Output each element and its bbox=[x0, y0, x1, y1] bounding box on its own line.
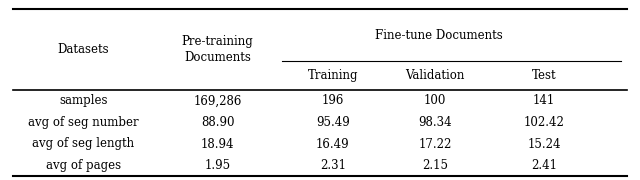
Text: avg of seg number: avg of seg number bbox=[28, 116, 138, 129]
Text: 102.42: 102.42 bbox=[524, 116, 564, 129]
Text: 18.94: 18.94 bbox=[201, 138, 234, 150]
Text: avg of seg length: avg of seg length bbox=[32, 138, 134, 150]
Text: 98.34: 98.34 bbox=[419, 116, 452, 129]
Text: Validation: Validation bbox=[406, 69, 465, 82]
Text: Pre-training
Documents: Pre-training Documents bbox=[182, 35, 253, 64]
Text: 141: 141 bbox=[533, 94, 555, 107]
Text: 169,286: 169,286 bbox=[193, 94, 242, 107]
Text: avg of pages: avg of pages bbox=[45, 159, 121, 172]
Text: Datasets: Datasets bbox=[58, 43, 109, 56]
Text: 2.15: 2.15 bbox=[422, 159, 448, 172]
Text: Test: Test bbox=[532, 69, 556, 82]
Text: 2.31: 2.31 bbox=[320, 159, 346, 172]
Text: Training: Training bbox=[308, 69, 358, 82]
Text: 2.41: 2.41 bbox=[531, 159, 557, 172]
Text: 100: 100 bbox=[424, 94, 446, 107]
Text: 16.49: 16.49 bbox=[316, 138, 349, 150]
Text: 1.95: 1.95 bbox=[205, 159, 230, 172]
Text: 95.49: 95.49 bbox=[316, 116, 349, 129]
Text: Fine-tune Documents: Fine-tune Documents bbox=[374, 29, 502, 42]
Text: 17.22: 17.22 bbox=[419, 138, 452, 150]
Text: 196: 196 bbox=[322, 94, 344, 107]
Text: samples: samples bbox=[59, 94, 108, 107]
Text: 88.90: 88.90 bbox=[201, 116, 234, 129]
Text: 15.24: 15.24 bbox=[527, 138, 561, 150]
